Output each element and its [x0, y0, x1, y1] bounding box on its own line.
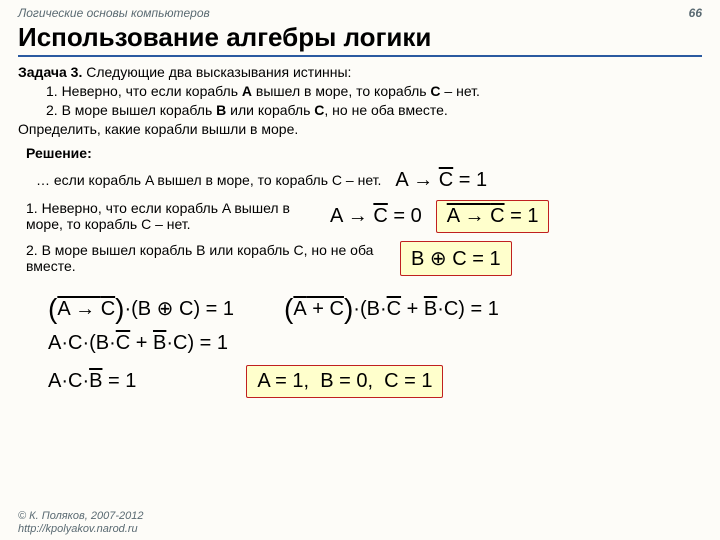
eq-left-1: (A → C)·(B ⊕ C) = 1: [48, 290, 234, 322]
task-intro: Следующие два высказывания истинны:: [86, 64, 351, 80]
footer-copyright: © К. Поляков, 2007-2012: [18, 510, 143, 522]
answer-box: A = 1, B = 0, C = 1: [246, 365, 443, 398]
page-title: Использование алгебры логики: [18, 22, 702, 53]
solution-label: Решение:: [26, 145, 702, 161]
formula-zero: A → C = 0: [330, 205, 422, 228]
task-block: Задача 3. Следующие два высказывания ист…: [18, 63, 702, 139]
equations-block: (A → C)·(B ⊕ C) = 1 (A + C)·(B·C + B·C) …: [48, 290, 692, 398]
statement1-text: 1. Неверно, что если корабль A вышел в м…: [26, 200, 316, 232]
eq-right-1: (A + C)·(B·C + B·C) = 1: [284, 290, 499, 322]
formula-box2: B ⊕ C = 1: [400, 241, 512, 276]
formula-box1: A → C = 1: [436, 200, 550, 233]
header-left: Логические основы компьютеров: [18, 6, 210, 20]
title-rule: [18, 55, 702, 57]
eq-left-3: A·C·B = 1: [48, 370, 136, 393]
task-question: Определить, какие корабли вышли в море.: [18, 121, 298, 137]
task-label: Задача 3.: [18, 64, 82, 80]
page-number: 66: [689, 6, 702, 20]
implication-text: … если корабль A вышел в море, то корабл…: [36, 172, 381, 188]
formula-implication: A → C = 1: [395, 169, 487, 192]
footer-url: http://kpolyakov.narod.ru: [18, 523, 138, 535]
footer: © К. Поляков, 2007-2012 http://kpolyakov…: [18, 510, 143, 536]
statement2-text: 2. В море вышел корабль B или корабль C,…: [26, 242, 386, 274]
eq-left-2: A·C·(B·C + B·C) = 1: [48, 332, 228, 355]
